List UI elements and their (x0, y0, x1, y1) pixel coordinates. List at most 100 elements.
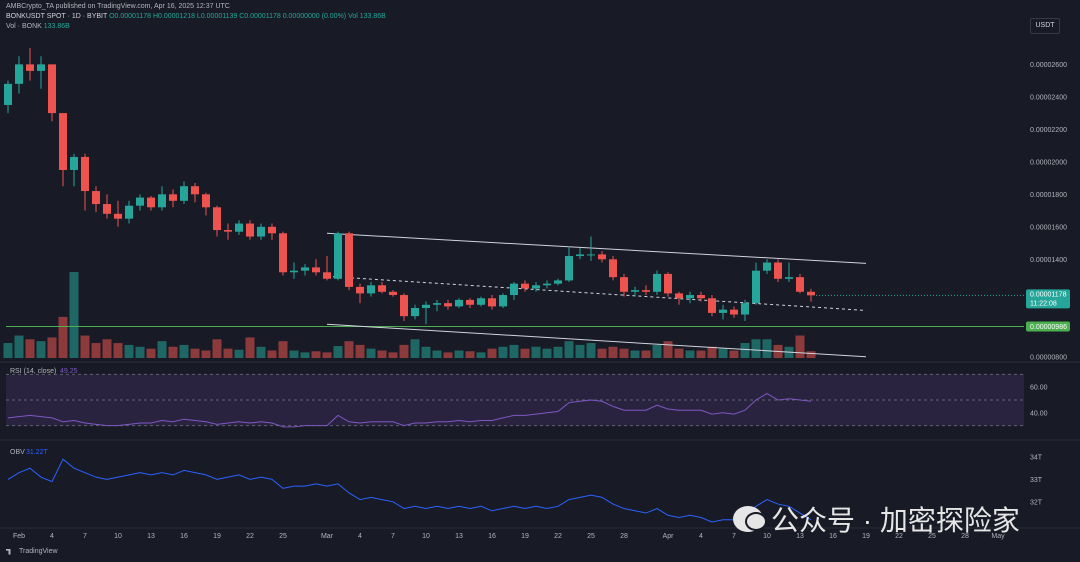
currency-button[interactable]: USDT (1030, 18, 1060, 34)
volume-bar (685, 350, 695, 358)
volume-bar (564, 341, 574, 358)
volume-bar (36, 341, 46, 358)
rsi-label: RSI (14, close) (10, 368, 56, 375)
wechat-icon (733, 506, 765, 532)
volume-bar (124, 344, 134, 358)
candle-body (796, 277, 804, 292)
price-tick-label: 0.00002400 (1030, 94, 1067, 101)
volume-bar (729, 350, 739, 358)
symbol-name: BONKUSDT SPOT · 1D · BYBIT (6, 13, 108, 20)
candle-body (433, 303, 441, 305)
candle-body (719, 309, 727, 313)
volume-bar (663, 341, 673, 358)
candle-body (334, 233, 342, 279)
channel-lower-line (326, 323, 867, 358)
candle-body (246, 223, 254, 237)
candle-body (774, 262, 782, 279)
candle-body (444, 303, 452, 307)
candle-body (664, 273, 672, 294)
candle-body (532, 285, 540, 289)
candle-body (37, 64, 45, 71)
candle-body (81, 156, 89, 192)
volume-bar (102, 339, 112, 358)
x-tick-label: 25 (928, 533, 936, 540)
candle-body (224, 230, 232, 232)
tradingview-logo-icon (6, 548, 11, 555)
candle-body (422, 304, 430, 309)
candle-body (345, 233, 353, 287)
candle-body (521, 283, 529, 289)
candle-body (455, 299, 463, 307)
symbol-line: BONKUSDT SPOT · 1D · BYBIT O0.00001178 H… (6, 13, 386, 20)
volume-bar (421, 346, 431, 358)
candle-body (4, 83, 12, 105)
volume-bar (344, 341, 354, 358)
volume-bar (619, 348, 629, 358)
x-tick-label: 16 (180, 533, 188, 540)
candle-body (730, 309, 738, 315)
support-price-badge (1026, 321, 1070, 332)
candle-body (257, 226, 265, 237)
x-tick-label: 22 (554, 533, 562, 540)
last-price-label: 0.00001178 (1030, 291, 1067, 298)
price-tick-label: 0.00001600 (1030, 224, 1067, 231)
x-tick-label: 19 (862, 533, 870, 540)
x-tick-label: 10 (114, 533, 122, 540)
x-tick-label: 19 (521, 533, 529, 540)
x-tick-label: 4 (699, 533, 703, 540)
x-tick-label: 25 (587, 533, 595, 540)
candle-body (686, 295, 694, 299)
logo-label: TradingView (19, 548, 58, 555)
volume-bar (311, 351, 321, 358)
x-tick-label: 25 (279, 533, 287, 540)
candle-body (554, 280, 562, 284)
volume-bar (630, 350, 640, 358)
volume-bar (674, 348, 684, 358)
obv-value: 31.22T (26, 449, 49, 456)
volume-bar (641, 350, 651, 358)
volume-bar (245, 337, 255, 358)
rsi-tick-label: 40.00 (1030, 410, 1048, 417)
candle-body (191, 186, 199, 195)
x-tick-label: 22 (246, 533, 254, 540)
price-tick-label: 0.00002000 (1030, 159, 1067, 166)
candle-body (785, 277, 793, 279)
volume-bar (520, 348, 530, 358)
publish-line: AMBCrypto_TA published on TradingView.co… (6, 3, 230, 10)
volume-bar (542, 348, 552, 358)
volume-bar (113, 343, 123, 358)
volume-bar (707, 346, 717, 358)
volume-bar (91, 343, 101, 358)
candle-body (235, 223, 243, 232)
volume-bar (168, 346, 178, 358)
candle-body (268, 226, 276, 234)
x-tick-label: 7 (391, 533, 395, 540)
candle-body (576, 254, 584, 257)
volume-bar (333, 346, 343, 358)
x-tick-label: 10 (422, 533, 430, 540)
volume-bar (410, 339, 420, 358)
volume-bar (58, 316, 68, 358)
volume-bar (69, 272, 79, 358)
volume-bar (696, 350, 706, 358)
rsi-line (7, 393, 812, 428)
volume-bar (476, 352, 486, 358)
volume-bar (223, 348, 233, 358)
volume-bar (355, 344, 365, 358)
x-tick-label: 16 (488, 533, 496, 540)
obv-tick-label: 32T (1030, 499, 1043, 506)
candle-body (356, 286, 364, 294)
volume-value: 133.86B (43, 23, 70, 30)
volume-bar (234, 349, 244, 358)
candle-body (103, 204, 111, 214)
price-tick-label: 0.00001400 (1030, 257, 1067, 264)
volume-bar (47, 337, 57, 358)
ohlc-values: O0.00001178 H0.00001218 L0.00001139 C0.0… (109, 13, 347, 20)
price-tick-label: 0.00002600 (1030, 62, 1067, 69)
rsi-value: 49.25 (60, 368, 78, 375)
wechat-watermark: 公众号 · 加密探险家 (733, 500, 1020, 538)
x-tick-label: 16 (829, 533, 837, 540)
candle-body (136, 197, 144, 206)
